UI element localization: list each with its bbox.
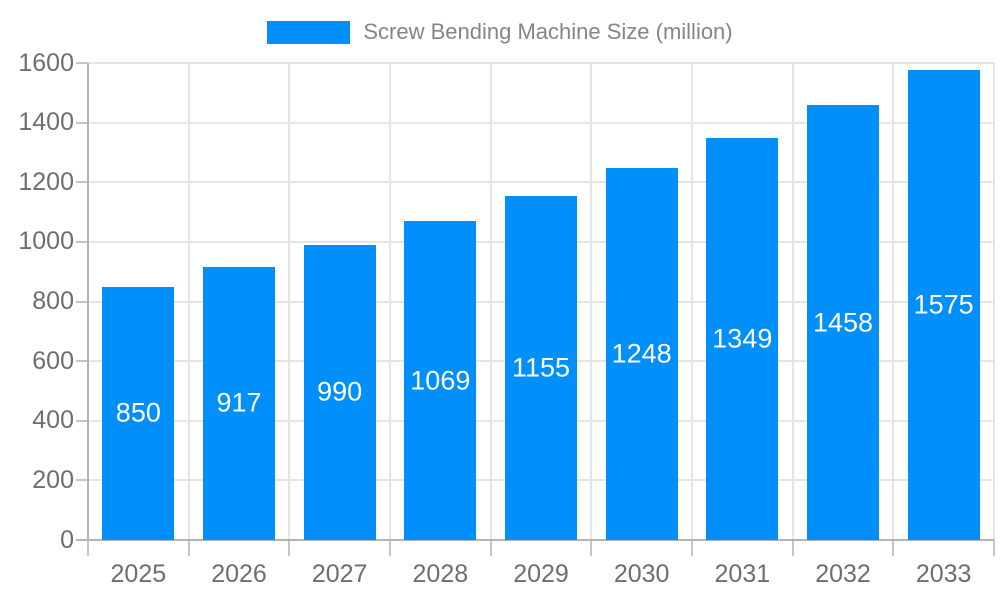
- y-axis-tick-mark: [76, 121, 88, 124]
- bar-value-label: 1248: [611, 338, 672, 369]
- bar-2029[interactable]: 1155: [505, 195, 577, 540]
- legend-color-swatch: [267, 20, 351, 44]
- x-axis-tick-label: 2027: [311, 560, 368, 588]
- y-axis-tick-label: 1600: [18, 48, 74, 77]
- gridline-vertical: [187, 63, 190, 540]
- gridline-vertical: [691, 63, 693, 540]
- x-axis-tick-label: 2031: [714, 560, 771, 588]
- y-axis-tick-label: 0: [60, 525, 74, 554]
- x-axis-tick-mark: [389, 540, 391, 556]
- y-axis-tick-mark: [76, 360, 88, 363]
- gridline-vertical: [791, 63, 794, 540]
- y-axis-tick-label: 200: [32, 465, 74, 494]
- x-axis-tick-mark: [489, 540, 492, 556]
- gridline-vertical: [892, 63, 895, 540]
- bar-value-label: 850: [115, 397, 161, 428]
- bar-value-label: 1575: [913, 289, 974, 320]
- gridline-vertical: [288, 63, 291, 540]
- x-axis-tick-label: 2030: [613, 560, 670, 588]
- x-axis-tick-mark: [87, 540, 89, 556]
- y-axis-tick-mark: [76, 419, 88, 422]
- bar-2030[interactable]: 1248: [605, 167, 678, 540]
- gridline-horizontal: [88, 181, 994, 184]
- bar-value-label: 1458: [812, 307, 874, 338]
- legend-item[interactable]: Screw Bending Machine Size (million): [0, 19, 1000, 45]
- x-axis-tick-mark: [691, 540, 693, 556]
- gridline-vertical: [489, 63, 492, 540]
- y-axis-tick-mark: [76, 62, 88, 64]
- x-axis-tick-mark: [187, 540, 190, 556]
- legend-label: Screw Bending Machine Size (million): [363, 19, 733, 44]
- x-axis-tick-label: 2026: [211, 560, 267, 588]
- bar-2027[interactable]: 990: [303, 244, 376, 540]
- x-axis-tick-mark: [288, 540, 291, 556]
- x-axis-tick-label: 2028: [412, 560, 469, 588]
- y-axis-tick-label: 400: [32, 406, 74, 435]
- gridline-vertical: [993, 63, 995, 540]
- gridline-horizontal: [88, 62, 994, 64]
- y-axis-tick-mark: [76, 240, 88, 243]
- bar-2031[interactable]: 1349: [706, 137, 779, 540]
- x-axis-line: [76, 539, 994, 541]
- bar-value-label: 990: [317, 376, 363, 407]
- y-axis-tick-mark: [76, 300, 88, 303]
- x-axis-tick-label: 2032: [815, 560, 871, 588]
- bar-2026[interactable]: 917: [203, 266, 275, 540]
- bar-value-label: 1349: [712, 323, 773, 354]
- bar-2033[interactable]: 1575: [907, 70, 980, 540]
- x-axis-tick-mark: [892, 540, 895, 556]
- bar-value-label: 1069: [410, 365, 471, 396]
- gridline-horizontal: [88, 121, 994, 124]
- y-axis-tick-label: 800: [32, 287, 74, 315]
- gridline-vertical: [590, 63, 593, 540]
- gridline-vertical: [389, 63, 391, 540]
- x-axis-tick-mark: [791, 540, 794, 556]
- bar-value-label: 1155: [511, 352, 571, 383]
- y-axis-tick-label: 1400: [18, 108, 74, 137]
- x-axis-tick-label: 2033: [915, 560, 972, 588]
- y-axis-tick-mark: [76, 181, 88, 184]
- x-axis-tick-label: 2029: [513, 560, 569, 588]
- bar-2032[interactable]: 1458: [807, 105, 879, 540]
- y-axis-tick-label: 1000: [18, 227, 74, 256]
- x-axis-tick-label: 2025: [110, 560, 167, 588]
- x-axis-tick-mark: [993, 540, 995, 556]
- bar-2025[interactable]: 850: [102, 286, 175, 540]
- y-axis-tick-label: 600: [32, 346, 74, 375]
- bar-value-label: 917: [216, 387, 262, 418]
- y-axis-line: [87, 63, 89, 540]
- y-axis-tick-mark: [76, 479, 88, 482]
- y-axis-tick-label: 1200: [18, 167, 74, 196]
- bar-2028[interactable]: 1069: [404, 221, 477, 540]
- x-axis-tick-mark: [590, 540, 593, 556]
